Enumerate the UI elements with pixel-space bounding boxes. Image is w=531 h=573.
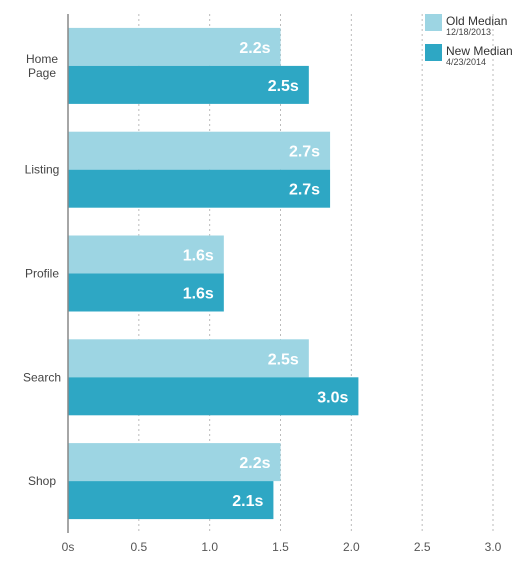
legend-label: New Median — [446, 44, 513, 58]
category-label: Search — [23, 370, 61, 384]
bar-value-label: 2.2s — [239, 455, 270, 472]
x-tick-label: 1.5 — [272, 540, 289, 554]
x-tick-label: 2.0 — [343, 540, 360, 554]
category-label: Shop — [28, 474, 56, 488]
legend-label: Old Median — [446, 14, 507, 28]
category-label-line: Page — [28, 66, 56, 80]
legend-swatch-new-median — [425, 44, 442, 61]
bar-new-median — [68, 377, 359, 416]
bar-value-label: 2.1s — [232, 493, 263, 510]
x-tick-label: 0s — [62, 540, 75, 554]
category-label-line: Search — [23, 370, 61, 384]
category-label-line: Home — [26, 52, 58, 66]
x-tick-label: 0.5 — [130, 540, 147, 554]
bar-value-label: 1.6s — [183, 286, 214, 303]
x-tick-label: 2.5 — [414, 540, 431, 554]
bar-old-median — [68, 131, 331, 170]
category-label-line: Profile — [25, 267, 59, 281]
legend-date: 12/18/2013 — [446, 27, 491, 37]
bar-value-label: 2.5s — [268, 78, 299, 95]
legend-date: 4/23/2014 — [446, 57, 486, 67]
bar-value-label: 2.2s — [239, 40, 270, 57]
bar-new-median — [68, 65, 309, 104]
legend-swatch-old-median — [425, 14, 442, 31]
category-label: Profile — [25, 267, 59, 281]
bar-old-median — [68, 339, 309, 378]
bar-value-label: 3.0s — [317, 389, 348, 406]
bar-new-median — [68, 273, 224, 312]
bar-new-median — [68, 169, 331, 208]
category-label: Listing — [25, 163, 60, 177]
category-label-line: Listing — [25, 163, 60, 177]
bar-value-label: 2.5s — [268, 351, 299, 368]
x-tick-label: 1.0 — [201, 540, 218, 554]
category-label-line: Shop — [28, 474, 56, 488]
bar-value-label: 2.7s — [289, 182, 320, 199]
bar-value-label: 1.6s — [183, 248, 214, 265]
bar-value-label: 2.7s — [289, 144, 320, 161]
x-tick-label: 3.0 — [485, 540, 502, 554]
bar-old-median — [68, 235, 224, 274]
bar-new-median — [68, 481, 274, 520]
bar-old-median — [68, 27, 281, 66]
bar-old-median — [68, 443, 281, 482]
category-label: Home Page — [26, 52, 58, 80]
